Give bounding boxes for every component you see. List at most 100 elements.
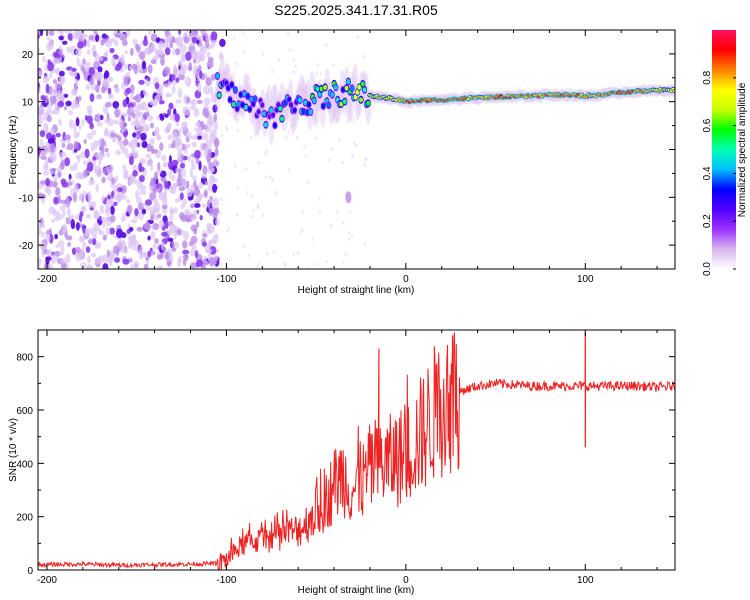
x-tick-label: -200 bbox=[37, 575, 57, 586]
colorbar-tick-label: 0.2 bbox=[702, 214, 713, 228]
y-tick-label: 0 bbox=[27, 146, 33, 157]
noise-speckle bbox=[189, 99, 195, 105]
noise-speckle bbox=[190, 135, 198, 140]
noise-speckle bbox=[193, 50, 199, 58]
noise-speckle bbox=[168, 237, 174, 242]
noise-speckle bbox=[243, 50, 246, 54]
noise-speckle bbox=[305, 266, 309, 269]
noise-speckle bbox=[75, 48, 82, 57]
noise-speckle bbox=[315, 72, 318, 76]
noise-speckle bbox=[330, 223, 333, 228]
noise-speckle bbox=[49, 264, 54, 269]
noise-speckle bbox=[363, 54, 366, 59]
noise-speckle bbox=[86, 115, 93, 125]
noise-speckle bbox=[123, 130, 129, 136]
ridge-core bbox=[253, 96, 258, 102]
noise-speckle bbox=[142, 208, 147, 215]
noise-speckle bbox=[193, 180, 197, 189]
noise-speckle bbox=[145, 199, 152, 206]
noise-speckle bbox=[277, 58, 280, 63]
noise-speckle bbox=[140, 116, 146, 125]
noise-speckle bbox=[206, 199, 211, 209]
noise-speckle bbox=[138, 175, 145, 183]
noise-speckle bbox=[212, 104, 218, 113]
noise-speckle bbox=[170, 186, 177, 195]
noise-speckle bbox=[181, 179, 186, 188]
noise-speckle bbox=[139, 189, 147, 196]
noise-speckle bbox=[199, 70, 203, 79]
noise-speckle bbox=[47, 40, 54, 50]
noise-speckle bbox=[47, 248, 53, 257]
noise-speckle bbox=[73, 141, 79, 150]
noise-speckle bbox=[85, 84, 91, 90]
y-tick-label: 600 bbox=[16, 406, 33, 417]
noise-speckle bbox=[353, 141, 356, 146]
ridge-core bbox=[312, 98, 317, 104]
noise-speckle bbox=[126, 199, 131, 204]
noise-speckle bbox=[99, 205, 105, 214]
noise-speckle bbox=[78, 124, 82, 131]
noise-speckle bbox=[109, 227, 116, 235]
noise-speckle bbox=[347, 230, 351, 235]
noise-speckle bbox=[161, 182, 165, 190]
noise-speckle bbox=[38, 112, 41, 122]
ridge-core bbox=[231, 101, 236, 107]
noise-speckle bbox=[112, 201, 118, 206]
ridge-core bbox=[238, 92, 243, 98]
noise-speckle bbox=[39, 223, 46, 229]
noise-speckle bbox=[314, 136, 317, 141]
noise-speckle bbox=[53, 95, 57, 104]
noise-speckle bbox=[149, 206, 156, 215]
noise-speckle bbox=[149, 99, 154, 106]
noise-speckle bbox=[148, 30, 152, 36]
noise-speckle bbox=[92, 44, 97, 50]
noise-speckle bbox=[94, 53, 100, 62]
noise-speckle bbox=[65, 100, 72, 107]
noise-speckle bbox=[84, 65, 91, 72]
noise-speckle bbox=[54, 233, 58, 240]
snr-series bbox=[38, 332, 675, 570]
noise-speckle bbox=[205, 77, 212, 86]
noise-speckle bbox=[87, 255, 91, 264]
noise-speckle bbox=[122, 164, 127, 171]
noise-speckle bbox=[111, 177, 115, 185]
noise-speckle bbox=[163, 161, 169, 168]
noise-speckle bbox=[257, 161, 260, 165]
noise-speckle bbox=[170, 174, 176, 181]
noise-speckle bbox=[330, 147, 333, 151]
noise-speckle bbox=[142, 123, 149, 133]
snr-ylabel: SNR (10 * v/v) bbox=[8, 418, 19, 482]
noise-speckle bbox=[132, 132, 137, 138]
noise-speckle bbox=[167, 80, 172, 86]
noise-speckle bbox=[182, 198, 188, 206]
ridge-core bbox=[359, 97, 363, 103]
noise-speckle bbox=[275, 191, 278, 195]
noise-speckle bbox=[70, 89, 78, 96]
x-tick-label: -100 bbox=[216, 575, 236, 586]
noise-speckle bbox=[153, 171, 159, 181]
noise-speckle bbox=[76, 131, 81, 137]
noise-speckle bbox=[167, 134, 173, 141]
noise-speckle bbox=[79, 211, 84, 217]
noise-speckle bbox=[115, 149, 122, 156]
noise-speckle bbox=[213, 121, 219, 131]
noise-speckle bbox=[205, 39, 210, 49]
ridge-core bbox=[226, 85, 231, 91]
noise-speckle bbox=[185, 180, 190, 190]
ridge-core bbox=[287, 96, 292, 102]
noise-speckle bbox=[351, 235, 354, 239]
noise-speckle bbox=[87, 108, 93, 116]
ridge-core bbox=[247, 106, 252, 112]
noise-speckle bbox=[94, 257, 102, 265]
noise-speckle bbox=[177, 88, 183, 99]
noise-speckle bbox=[122, 147, 129, 155]
noise-speckle bbox=[62, 40, 68, 45]
noise-speckle bbox=[45, 177, 50, 187]
noise-speckle bbox=[203, 145, 208, 154]
ridge-core bbox=[344, 85, 349, 91]
noise-speckle bbox=[311, 237, 314, 242]
stray-blob bbox=[345, 191, 352, 204]
noise-speckle bbox=[63, 199, 71, 205]
noise-speckle bbox=[287, 168, 291, 172]
noise-speckle bbox=[105, 226, 111, 236]
